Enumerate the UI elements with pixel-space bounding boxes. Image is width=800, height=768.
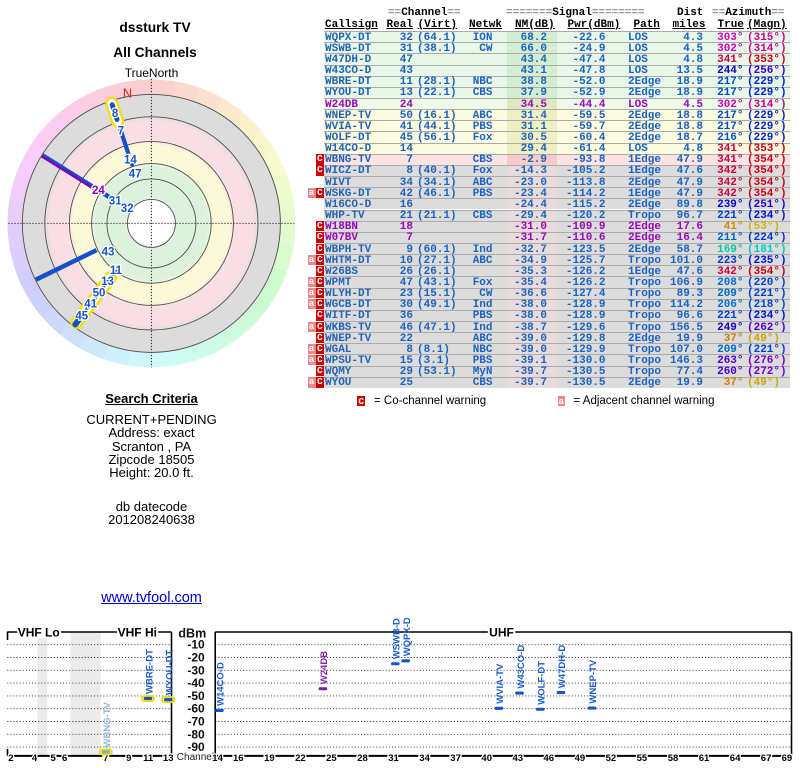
svg-text:13: 13	[163, 753, 174, 764]
svg-text:11: 11	[143, 753, 154, 764]
svg-text:4: 4	[32, 753, 38, 764]
svg-text:-70: -70	[187, 715, 205, 729]
svg-text:7: 7	[103, 753, 108, 764]
svg-text:16: 16	[233, 753, 244, 764]
svg-text:25: 25	[326, 753, 337, 764]
svg-text:WQPX-DT: WQPX-DT	[402, 618, 413, 656]
svg-text:11: 11	[110, 265, 123, 277]
svg-text:-40: -40	[187, 676, 205, 690]
svg-text:61: 61	[699, 753, 710, 764]
svg-text:24: 24	[92, 185, 105, 197]
svg-text:19: 19	[264, 753, 275, 764]
svg-text:67: 67	[761, 753, 772, 764]
svg-text:55: 55	[637, 753, 648, 764]
svg-text:2: 2	[8, 753, 13, 764]
svg-text:WVIA-TV: WVIA-TV	[495, 663, 506, 704]
svg-text:58: 58	[668, 753, 679, 764]
svg-text:WSWB-DT: WSWB-DT	[392, 618, 403, 659]
svg-text:N: N	[123, 86, 132, 101]
svg-text:-50: -50	[187, 689, 205, 703]
svg-text:43: 43	[513, 753, 524, 764]
svg-text:WBRE-DT: WBRE-DT	[144, 649, 155, 694]
svg-text:45: 45	[75, 310, 88, 322]
svg-text:31: 31	[109, 195, 122, 207]
svg-text:34: 34	[419, 753, 430, 764]
svg-text:5: 5	[51, 753, 57, 764]
svg-text:WOLF-DT: WOLF-DT	[536, 661, 547, 705]
svg-text:9: 9	[126, 753, 131, 764]
svg-text:43: 43	[102, 247, 115, 259]
svg-text:8: 8	[112, 108, 119, 120]
svg-text:40: 40	[481, 753, 492, 764]
svg-text:-30: -30	[187, 663, 205, 677]
svg-text:46: 46	[544, 753, 555, 764]
svg-text:dBm: dBm	[178, 626, 206, 640]
svg-text:14: 14	[124, 154, 137, 166]
svg-text:69: 69	[782, 753, 793, 764]
svg-text:UHF: UHF	[489, 626, 514, 640]
svg-text:VHF Lo: VHF Lo	[18, 626, 60, 640]
svg-text:WYOU-DT: WYOU-DT	[164, 650, 175, 696]
svg-text:7: 7	[118, 125, 124, 137]
svg-text:W47DH-D: W47DH-D	[557, 645, 568, 688]
svg-text:W14CO-D: W14CO-D	[216, 662, 227, 706]
svg-text:-60: -60	[187, 702, 205, 716]
svg-text:49: 49	[575, 753, 586, 764]
svg-text:22: 22	[295, 753, 306, 764]
svg-text:50: 50	[93, 287, 106, 299]
svg-text:-20: -20	[187, 651, 205, 665]
svg-text:W24DB: W24DB	[319, 651, 330, 684]
svg-text:W43CO-D: W43CO-D	[516, 645, 527, 689]
svg-text:32: 32	[121, 203, 134, 215]
svg-text:31: 31	[388, 753, 399, 764]
svg-text:14: 14	[212, 753, 223, 764]
svg-text:WBNG-TV: WBNG-TV	[102, 701, 113, 747]
svg-text:VHF Hi: VHF Hi	[118, 626, 157, 640]
svg-text:13: 13	[101, 276, 114, 288]
svg-text:-90: -90	[187, 740, 205, 754]
svg-text:37: 37	[450, 753, 461, 764]
svg-text:WNEP-TV: WNEP-TV	[588, 659, 599, 703]
svg-text:41: 41	[84, 299, 97, 311]
svg-text:6: 6	[62, 753, 67, 764]
svg-text:47: 47	[129, 169, 142, 181]
svg-text:52: 52	[606, 753, 617, 764]
svg-text:-80: -80	[187, 727, 205, 741]
svg-text:28: 28	[357, 753, 368, 764]
svg-text:Channel: Channel	[177, 752, 214, 763]
svg-text:64: 64	[730, 753, 741, 764]
svg-text:-10: -10	[187, 638, 205, 652]
